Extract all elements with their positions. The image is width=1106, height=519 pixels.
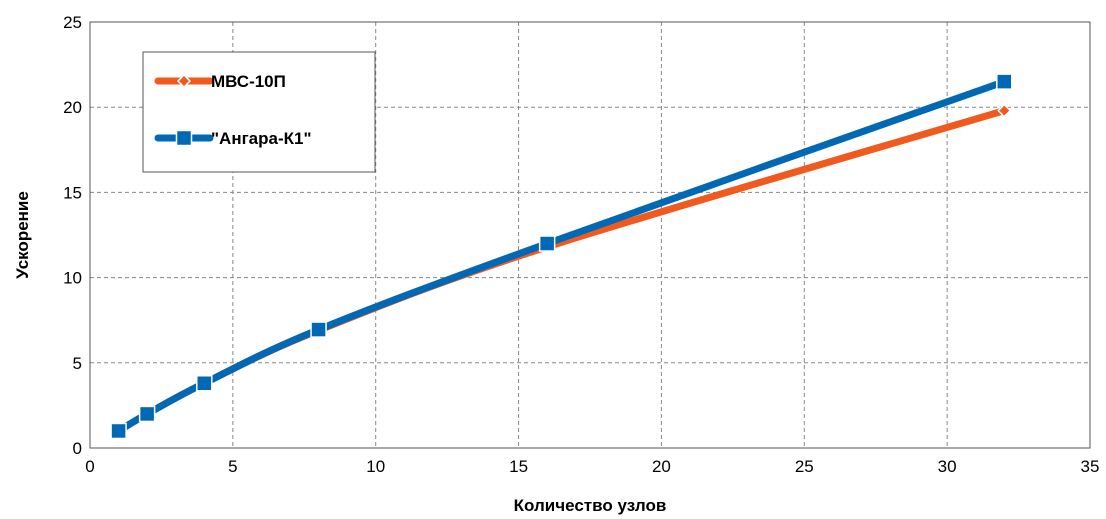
legend-item: "Ангара-К1" (154, 129, 312, 148)
y-tick-label: 20 (63, 98, 82, 117)
data-point-square (996, 73, 1013, 90)
legend-label: "Ангара-К1" (211, 129, 312, 148)
legend-box (142, 51, 376, 173)
legend-label: МВС-10П (211, 72, 286, 91)
x-tick-label: 20 (652, 457, 671, 476)
x-tick-label: 35 (1081, 457, 1100, 476)
y-tick-label: 0 (73, 439, 82, 458)
x-tick-label: 10 (366, 457, 385, 476)
data-point-square (138, 405, 156, 423)
data-point-diamond (997, 103, 1012, 118)
y-tick-label: 5 (73, 354, 82, 373)
x-tick-label: 15 (509, 457, 528, 476)
y-tick-labels: 0 5 10 15 20 25 (63, 13, 82, 458)
series-2-line (115, 78, 1008, 435)
y-tick-label: 10 (63, 269, 82, 288)
data-point-square (196, 374, 213, 392)
plot-area-frame (89, 21, 1091, 449)
legend-item: МВС-10П (154, 72, 286, 91)
series-2 (110, 73, 1013, 440)
x-axis-title: Количество узлов (514, 496, 667, 515)
y-tick-label: 15 (63, 183, 82, 202)
data-point-square (310, 321, 327, 338)
y-tick-label: 25 (63, 13, 82, 32)
legend-marker-diamond (176, 73, 192, 89)
data-point-square (110, 422, 127, 440)
series-lines (110, 73, 1013, 440)
data-point-square (538, 235, 556, 252)
x-tick-label: 25 (795, 457, 814, 476)
x-tick-labels: 0 5 10 15 20 25 30 35 (85, 457, 1099, 476)
x-tick-label: 0 (85, 457, 94, 476)
x-tick-label: 5 (228, 457, 237, 476)
legend-marker-square (175, 129, 193, 147)
y-axis-title: Ускорение (13, 191, 32, 279)
x-tick-label: 30 (938, 457, 957, 476)
legend: МВС-10П "Ангара-К1" (142, 51, 376, 173)
